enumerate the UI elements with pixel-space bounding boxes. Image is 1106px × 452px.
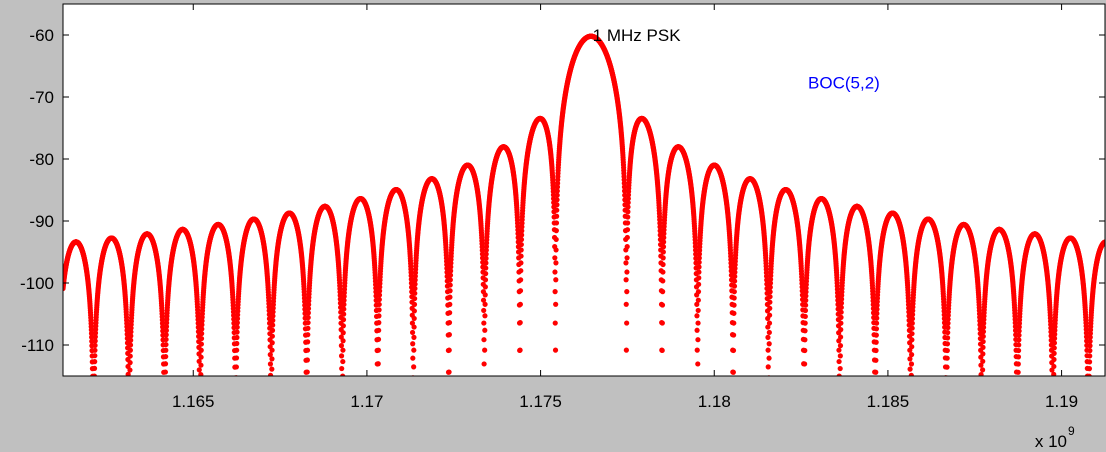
psd-figure: 1.165 1.17 1.175 1.18 1.185 1.19-60-70-80-90-…: [0, 0, 1106, 452]
